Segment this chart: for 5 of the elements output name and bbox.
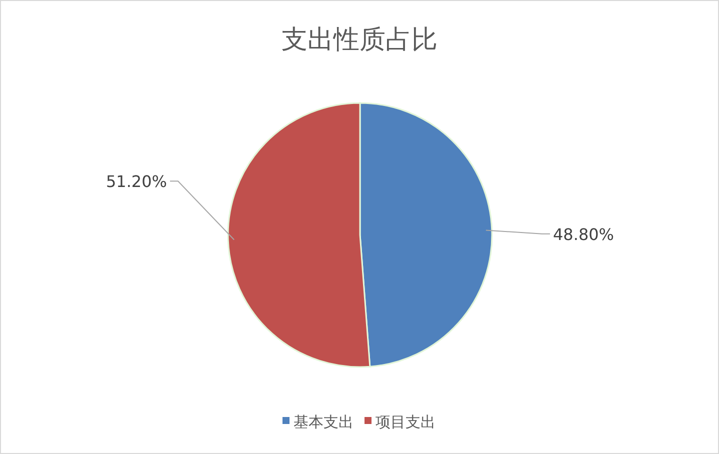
legend-label: 项目支出 — [376, 413, 436, 431]
data-label: 51.20% — [106, 172, 167, 192]
data-label: 48.80% — [553, 224, 614, 244]
chart-title: 支出性质占比 — [282, 25, 438, 55]
legend-label: 基本支出 — [294, 413, 354, 431]
